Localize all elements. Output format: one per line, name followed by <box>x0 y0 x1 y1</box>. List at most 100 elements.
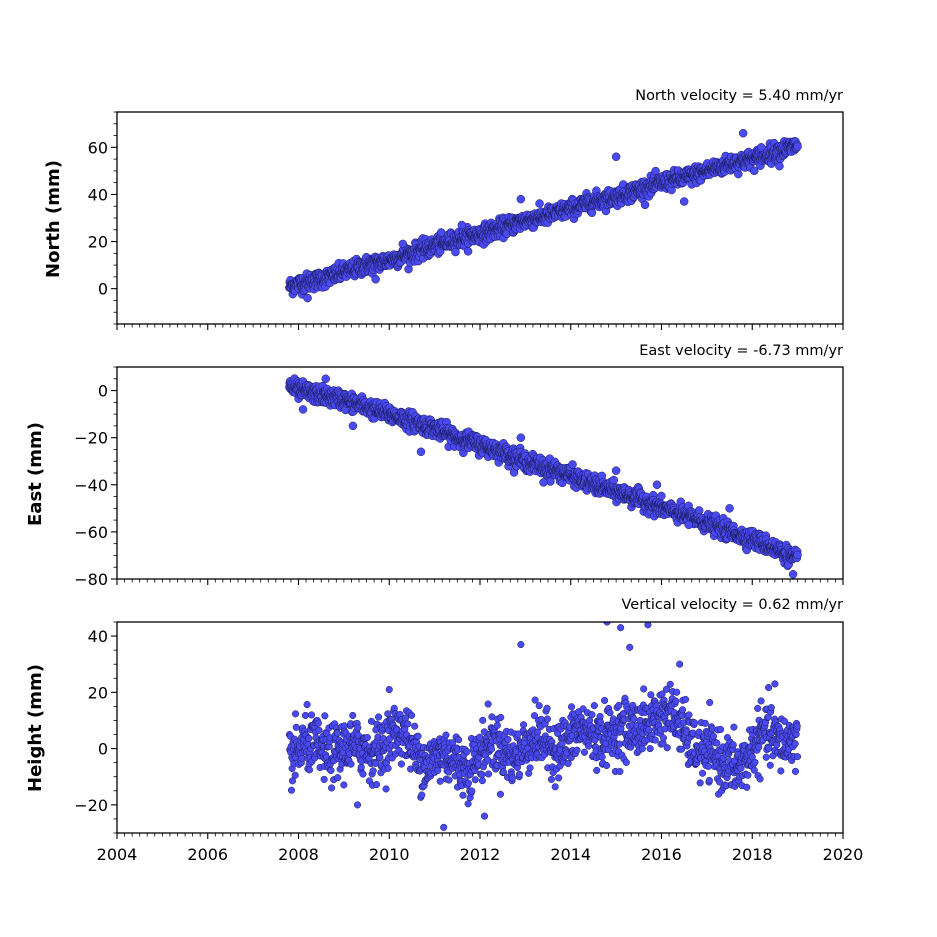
east-ytick-label: −40 <box>74 476 108 495</box>
north-outlier-point <box>457 220 467 230</box>
height-data-point <box>695 728 703 736</box>
xtick-label: 2006 <box>187 845 228 864</box>
height-data-point <box>292 710 300 718</box>
height-data-point <box>555 774 563 782</box>
height-data-point <box>320 775 328 783</box>
north-data-point <box>750 166 759 176</box>
height-data-point <box>662 685 671 693</box>
height-data-point <box>615 740 624 748</box>
height-data-point <box>464 779 472 787</box>
height-data-point <box>411 722 419 730</box>
height-data-point <box>757 697 765 705</box>
height-data-point <box>514 730 522 738</box>
height-data-point <box>442 731 450 739</box>
height-data-point <box>305 735 313 743</box>
east-outlier-point <box>611 466 621 475</box>
height-data-point <box>493 721 501 729</box>
height-data-point <box>615 701 623 709</box>
height-data-point <box>765 744 773 752</box>
east-outlier-point <box>516 433 526 442</box>
height-data-point <box>579 705 587 713</box>
height-data-point <box>535 702 543 710</box>
height-data-point <box>640 685 648 693</box>
height-data-point <box>551 783 559 791</box>
north-ytick-label: 20 <box>88 233 108 252</box>
height-data-point <box>468 787 476 795</box>
height-data-point <box>603 761 611 770</box>
north-outlier-point <box>611 152 621 162</box>
height-data-point <box>673 688 681 696</box>
north-data-point <box>436 228 446 237</box>
height-data-point <box>484 770 493 778</box>
east-data-point <box>657 491 666 501</box>
height-outlier-point <box>440 823 448 831</box>
north-outlier-point <box>757 143 766 152</box>
north-ytick-label: 40 <box>88 185 108 204</box>
xtick-label: 2010 <box>369 845 410 864</box>
height-data-point <box>436 777 444 785</box>
height-data-point <box>321 712 329 720</box>
height-outlier-point <box>480 812 489 820</box>
height-data-point <box>328 784 336 792</box>
height-data-point <box>596 718 605 726</box>
height-data-point <box>357 763 365 771</box>
height-data-point <box>404 720 412 728</box>
north-outlier-point <box>679 197 689 206</box>
height-data-point <box>287 786 296 794</box>
height-data-point <box>666 680 674 688</box>
height-data-point <box>445 776 453 784</box>
height-data-point <box>638 745 646 753</box>
height-data-point <box>659 734 667 742</box>
east-outlier-point <box>416 447 426 457</box>
east-axes-frame <box>116 366 844 580</box>
east-ytick-label: −80 <box>74 570 108 589</box>
north-ylabel: North (mm) <box>43 160 64 278</box>
height-data-point <box>347 760 355 768</box>
north-data-point <box>587 208 597 217</box>
height-data-point <box>699 769 707 777</box>
height-data-point <box>743 783 751 791</box>
height-outlier-point <box>517 640 525 649</box>
height-data-point <box>647 691 655 699</box>
height-data-point <box>677 745 686 753</box>
height-outlier-point <box>644 622 652 629</box>
east-panel-title: East velocity = -6.73 mm/yr <box>639 343 843 359</box>
height-data-point <box>744 771 752 779</box>
xtick-label: 2018 <box>732 845 773 864</box>
north-panel-title: North velocity = 5.40 mm/yr <box>635 88 843 104</box>
height-data-point <box>334 774 342 782</box>
height-data-point <box>369 767 377 775</box>
height-data-point <box>616 767 624 776</box>
height-data-point <box>291 771 299 779</box>
height-data-point <box>464 800 472 808</box>
height-data-point <box>663 744 671 752</box>
height-data-point <box>791 767 800 775</box>
east-outlier-point <box>321 374 330 384</box>
height-data-point <box>478 771 486 779</box>
height-data-point <box>598 753 606 761</box>
east-outlier-point <box>539 478 548 487</box>
height-data-point <box>737 764 745 772</box>
height-data-point <box>672 697 680 705</box>
height-data-point <box>471 776 479 784</box>
east-outlier-point <box>298 405 308 414</box>
height-data-point <box>372 781 381 789</box>
height-data-point <box>499 768 508 776</box>
east-outlier-point <box>652 480 662 490</box>
height-data-point <box>531 696 539 704</box>
east-outlier-point <box>725 504 734 513</box>
north-outlier-point <box>303 293 312 303</box>
height-data-point <box>558 740 566 748</box>
height-data-point <box>793 722 801 730</box>
height-data-point <box>696 779 704 787</box>
height-data-point <box>765 684 773 692</box>
height-data-point <box>601 696 609 705</box>
north-ytick-label: 0 <box>98 280 108 299</box>
height-data-point <box>414 732 422 740</box>
east-points <box>285 374 802 579</box>
height-data-point <box>515 770 524 778</box>
height-data-point <box>288 777 297 785</box>
north-data-point <box>535 199 544 208</box>
height-data-point <box>488 745 496 753</box>
